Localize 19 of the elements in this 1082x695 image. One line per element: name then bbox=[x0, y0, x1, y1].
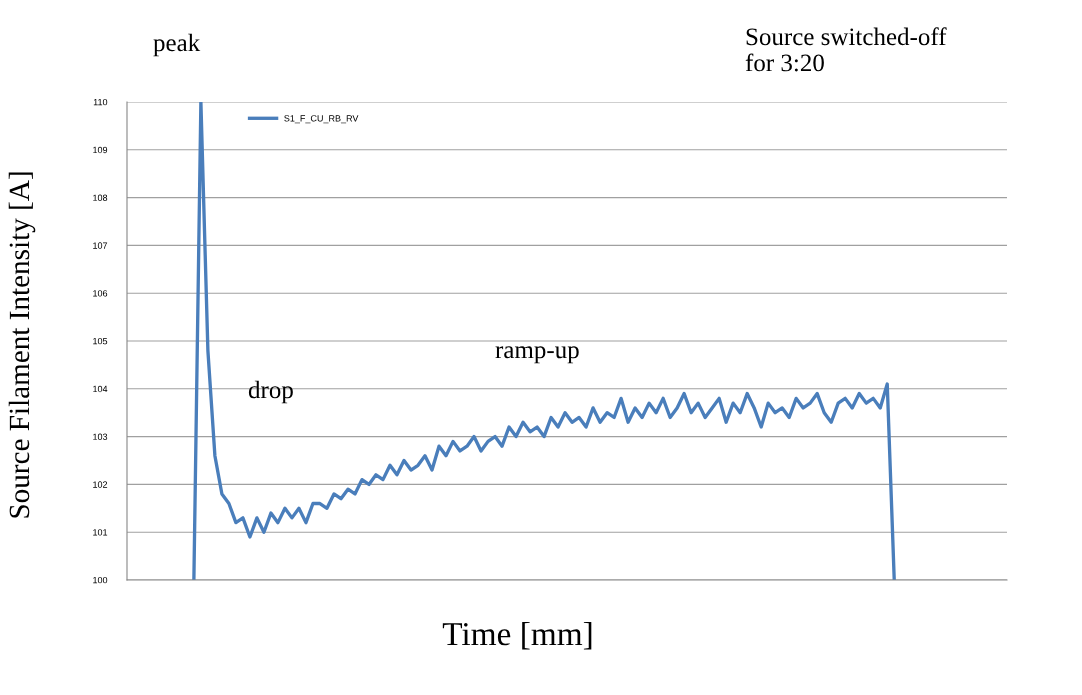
y-tick-label: 106 bbox=[93, 290, 108, 297]
text: peak bbox=[153, 33, 201, 57]
annotation: ramp-up bbox=[495, 346, 579, 364]
y-axis-title: Source Filament Intensity [A] bbox=[8, 172, 36, 518]
source-note: Source switched-off for 3:20 bbox=[745, 27, 947, 72]
y-tick-label: 109 bbox=[93, 146, 108, 154]
x-axis-title: Time [mm] bbox=[442, 621, 592, 650]
y-tick-label: 102 bbox=[93, 481, 108, 488]
y-tick-label: 100 bbox=[93, 576, 108, 584]
y-tick-label: 107 bbox=[93, 242, 108, 249]
legend-label: S1_F_CU_RB_RV bbox=[284, 115, 359, 124]
line-series bbox=[192, 102, 896, 580]
annotation: drop bbox=[248, 380, 293, 404]
y-tick-label: 105 bbox=[93, 337, 108, 345]
y-tick-label: 104 bbox=[93, 385, 108, 393]
y-tick-label: 103 bbox=[93, 433, 108, 440]
y-tick-label: 108 bbox=[93, 194, 108, 201]
y-tick-label: 110 bbox=[93, 98, 108, 106]
y-tick-label: 101 bbox=[93, 529, 108, 536]
